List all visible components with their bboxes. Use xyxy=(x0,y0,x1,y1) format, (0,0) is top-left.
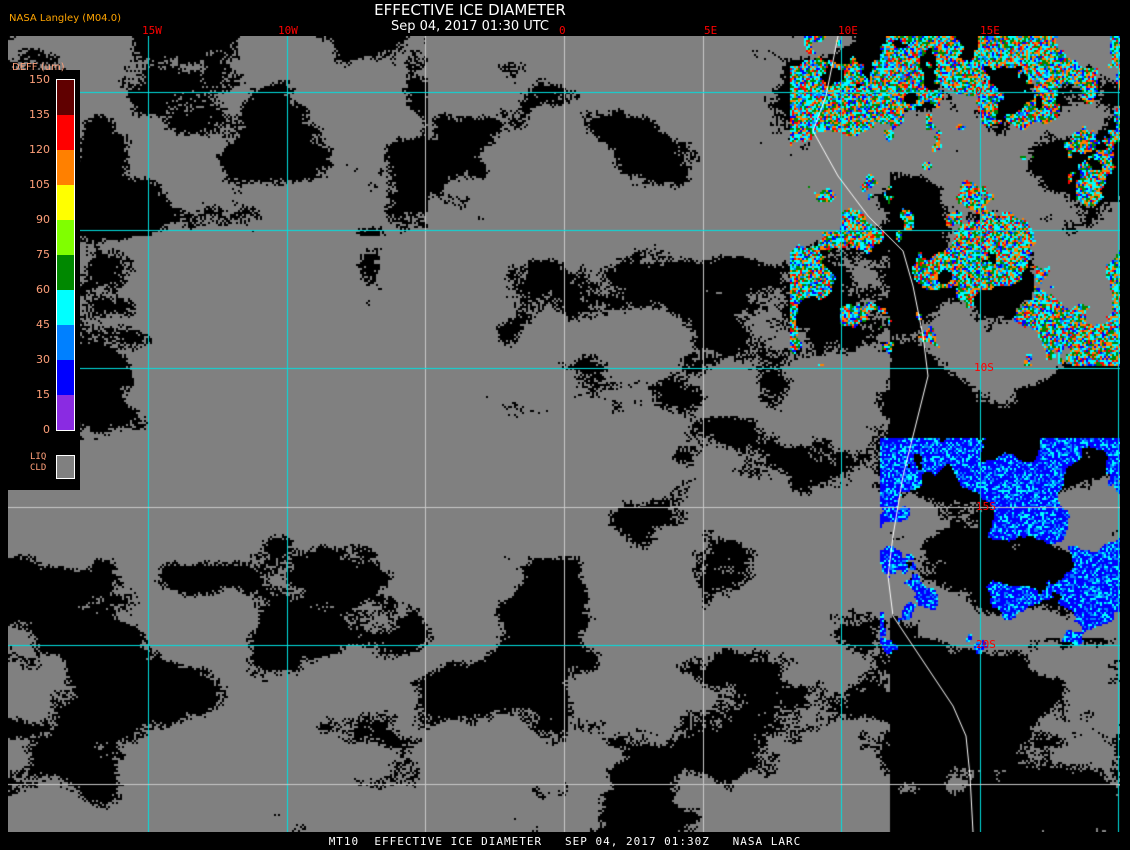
legend-tick: 90 xyxy=(36,213,50,226)
map-datetime: Sep 04, 2017 01:30 UTC xyxy=(390,19,550,34)
lon-label: 10E xyxy=(838,24,858,37)
color-segment xyxy=(57,185,74,220)
liquid-cloud-swatch xyxy=(56,455,75,479)
legend-title: DEFF (um) xyxy=(12,62,65,73)
color-segment xyxy=(57,395,74,430)
color-segment xyxy=(57,360,74,395)
lon-label: 15E xyxy=(980,24,1000,37)
lat-label: 10S xyxy=(974,361,994,374)
lon-label: 10W xyxy=(278,24,298,37)
lon-label: 0 xyxy=(559,24,566,37)
lon-label: 5E xyxy=(704,24,718,37)
legend-tick: 0 xyxy=(43,423,50,436)
lat-label: 20S xyxy=(976,638,996,651)
footer-caption: MT10 EFFECTIVE ICE DIAMETER SEP 04, 2017… xyxy=(328,835,802,848)
map-title: EFFECTIVE ICE DIAMETER xyxy=(374,1,566,19)
lat-label: 5S xyxy=(981,223,995,236)
legend-tick: 120 xyxy=(29,143,50,156)
color-bar xyxy=(56,79,75,431)
lat-label: 15S xyxy=(976,500,996,513)
legend-tick: 150 xyxy=(29,73,50,86)
color-segment xyxy=(57,220,74,255)
legend-tick: 15 xyxy=(36,388,50,401)
color-segment xyxy=(57,255,74,290)
color-segment xyxy=(57,80,74,115)
color-segment xyxy=(57,115,74,150)
legend-tick: 105 xyxy=(29,178,50,191)
legend-tick: 60 xyxy=(36,283,50,296)
lat-label: 0 xyxy=(975,85,982,98)
color-segment xyxy=(57,150,74,185)
legend-tick: 75 xyxy=(36,248,50,261)
color-segment xyxy=(57,325,74,360)
source-label: NASA Langley (M04.0) xyxy=(9,13,121,24)
liquid-cloud-label: LIQ CLD xyxy=(30,452,47,473)
legend-tick: 135 xyxy=(29,108,50,121)
legend-tick: 45 xyxy=(36,318,50,331)
color-segment xyxy=(57,290,74,325)
satellite-map xyxy=(8,36,1120,832)
legend-tick: 30 xyxy=(36,353,50,366)
lon-label: 15W xyxy=(142,24,162,37)
